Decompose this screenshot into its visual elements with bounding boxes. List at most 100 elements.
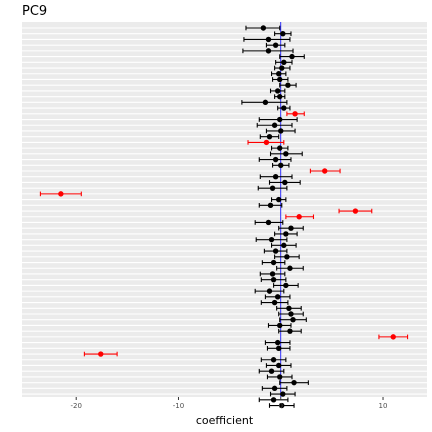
coefficient-point: [266, 345, 291, 352]
coefficient-point: [268, 402, 295, 409]
coefficient-point: [258, 368, 285, 374]
coefficient-point: [276, 305, 302, 311]
point-marker: [285, 82, 291, 88]
point-marker: [322, 168, 328, 174]
point-marker: [270, 397, 277, 403]
coefficient-point: [254, 219, 284, 226]
coefficient-point: [270, 242, 297, 249]
coefficient-point: [265, 128, 296, 134]
plot-panel: [22, 22, 427, 397]
coefficient-point: [265, 42, 286, 48]
point-marker: [265, 219, 272, 226]
point-marker: [266, 133, 273, 140]
point-marker: [277, 116, 283, 123]
point-marker: [268, 368, 275, 374]
point-marker: [278, 162, 284, 168]
coefficient-point: [279, 82, 297, 88]
coefficient-point: [276, 265, 304, 271]
x-axis-label: coefficient: [196, 414, 254, 427]
point-marker: [272, 156, 279, 163]
point-marker: [58, 191, 64, 197]
coefficient-point: [264, 339, 291, 346]
coefficient-point: [260, 276, 287, 283]
point-marker: [270, 259, 277, 266]
point-marker: [281, 105, 287, 111]
point-marker: [288, 311, 294, 317]
point-marker: [286, 305, 292, 311]
coefficient-point: [274, 93, 286, 100]
coefficient-point: [286, 111, 305, 117]
coefficient-point: [274, 231, 298, 237]
point-marker: [278, 128, 284, 134]
coefficient-point: [273, 282, 299, 289]
point-marker: [282, 179, 288, 186]
coefficient-point: [272, 76, 289, 83]
point-marker: [277, 374, 283, 380]
coefficient-point: [258, 116, 298, 123]
point-marker: [266, 288, 273, 294]
point-marker: [284, 254, 290, 260]
point-marker: [279, 402, 285, 409]
coefficient-point: [309, 168, 341, 174]
point-marker: [280, 391, 286, 397]
coefficient-point: [277, 105, 291, 111]
coefficient-point: [259, 133, 280, 140]
point-marker: [292, 111, 298, 117]
point-marker: [276, 71, 282, 77]
point-marker: [277, 93, 283, 100]
x-tick-label: 0: [279, 402, 283, 410]
coefficient-point: [261, 385, 288, 392]
coefficient-point: [83, 351, 118, 357]
coefficient-point: [268, 179, 301, 186]
data-points: [39, 25, 409, 409]
coefficient-point: [269, 88, 286, 94]
coefficient-point: [378, 334, 409, 340]
coefficient-point: [258, 397, 289, 403]
point-marker: [265, 36, 272, 43]
coefficient-point: [258, 156, 292, 163]
coefficient-point: [257, 185, 288, 191]
coefficient-point: [274, 254, 300, 260]
point-marker: [274, 88, 281, 94]
point-marker: [280, 31, 286, 37]
point-marker: [279, 65, 285, 71]
point-marker: [287, 328, 293, 334]
coefficient-point: [264, 294, 291, 300]
coefficient-point: [274, 31, 292, 37]
point-marker: [289, 53, 295, 60]
point-marker: [269, 185, 276, 191]
coefficient-point: [270, 196, 287, 203]
point-marker: [281, 242, 287, 249]
coefficient-point: [269, 391, 296, 397]
point-marker: [265, 48, 272, 54]
coefficient-point: [269, 151, 303, 157]
point-marker: [269, 271, 276, 277]
coefficient-point: [267, 322, 292, 329]
coefficient-point: [278, 328, 302, 334]
point-marker: [276, 196, 282, 203]
coefficient-point: [274, 65, 291, 71]
coefficient-point: [242, 48, 294, 54]
point-marker: [276, 362, 282, 369]
point-marker: [272, 174, 279, 180]
coefficient-point: [254, 288, 285, 294]
point-marker: [283, 151, 289, 157]
chart-title: PC9: [22, 4, 47, 19]
point-marker: [271, 385, 278, 392]
coefficient-point: [260, 357, 287, 363]
point-marker: [277, 145, 283, 151]
x-axis-ticks: -20 -10 0 10: [70, 397, 387, 410]
coefficient-point: [278, 311, 304, 317]
coefficient-point: [241, 99, 288, 106]
point-marker: [267, 202, 274, 209]
coefficient-point: [243, 36, 291, 43]
coefficient-point: [338, 208, 373, 214]
point-marker: [262, 99, 269, 106]
point-marker: [272, 42, 279, 48]
coefficient-point: [279, 379, 309, 386]
coefficient-point: [272, 162, 290, 168]
point-marker: [283, 231, 289, 237]
coefficient-point: [245, 25, 281, 31]
coefficient-point: [261, 259, 286, 266]
